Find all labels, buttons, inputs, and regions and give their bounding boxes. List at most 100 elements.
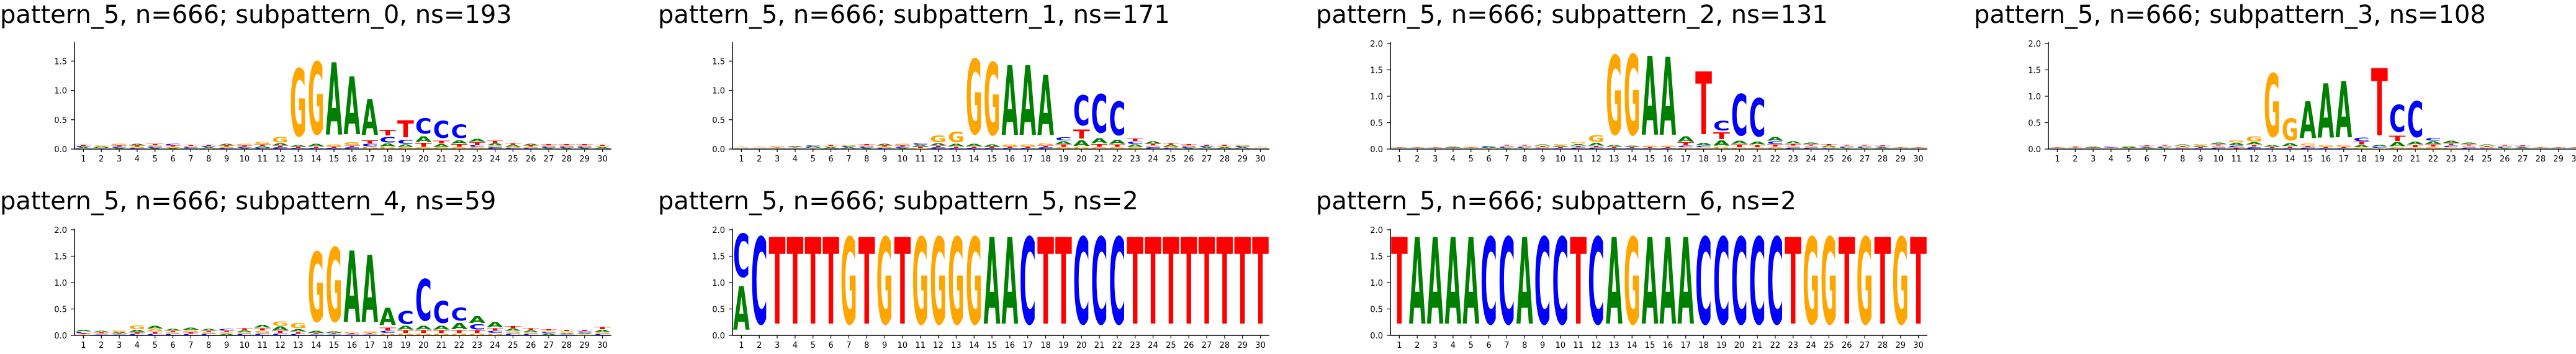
logo-letter-A: A: [308, 330, 325, 334]
x-tick-label: 13: [951, 155, 961, 164]
logo-letter-A: A: [1480, 147, 1497, 148]
x-tick-label: 24: [490, 341, 500, 350]
logo-letter-C: C: [2335, 148, 2352, 149]
logo-plot: 0.00.51.01.52.01 2 3 4 5 6 7 8 9 10 11 12 13 14 15 16 17…: [2028, 40, 2576, 164]
logo-letter-C: C: [164, 334, 181, 335]
logo-letter-A: A: [1677, 135, 1694, 143]
logo-letter-T: T: [1145, 214, 1161, 352]
logo-letter-A: A: [1875, 147, 1891, 148]
y-tick-label: 2.0: [712, 226, 725, 235]
logo-letter-T: T: [1055, 144, 1072, 148]
logo-letter-A: A: [1109, 139, 1126, 145]
logo-letter-A: A: [1462, 148, 1479, 149]
x-tick-label: 23: [1130, 155, 1140, 164]
x-tick-label: 26: [2500, 155, 2510, 164]
x-tick-label: 11: [1573, 155, 1583, 164]
logo-letter-T: T: [200, 145, 217, 147]
logo-letter-A: A: [541, 148, 557, 150]
logo-letter-C: C: [2103, 147, 2120, 148]
logo-plot: 0.00.51.01.51 2 3 4 5 6 7 8 9 10 11 12 13 14 15 16 17 18 1…: [712, 39, 1269, 164]
logo-letter-C: C: [129, 148, 146, 149]
logo-letter-A: A: [1803, 142, 1819, 144]
logo-letter-G: G: [451, 147, 468, 150]
logo-letter-A: A: [1785, 141, 1802, 145]
x-tick-label: 7: [846, 155, 851, 164]
logo-letter-C: C: [1534, 148, 1551, 149]
logo-letter-C: C: [576, 147, 593, 148]
logo-letter-T: T: [2210, 144, 2227, 146]
logo-letter-T: T: [966, 147, 983, 148]
logo-letter-A: A: [1462, 214, 1479, 352]
logo-letter-A: A: [415, 325, 433, 331]
logo-letter-C: C: [433, 296, 450, 330]
logo-letter-C: C: [1145, 147, 1161, 150]
logo-letter-T: T: [541, 329, 557, 330]
logo-letter-C: C: [1534, 214, 1551, 352]
x-tick-label: 29: [579, 341, 590, 350]
logo-letter-A: A: [1217, 147, 1233, 149]
x-tick-label: 24: [1148, 155, 1158, 164]
logo-letter-T: T: [505, 143, 521, 145]
logo-letter-A: A: [2120, 147, 2137, 148]
logo-letter-A: A: [254, 146, 271, 148]
logo-letter-A: A: [1839, 148, 1855, 149]
logo-letter-C: C: [2353, 137, 2370, 142]
logo-letter-T: T: [1073, 128, 1090, 142]
logo-letter-C: C: [1091, 214, 1108, 352]
logo-letter-A: A: [415, 135, 433, 144]
logo-letter-C: C: [894, 147, 911, 148]
x-tick-label: 20: [1734, 155, 1745, 164]
x-tick-label: 18: [1698, 155, 1709, 164]
x-tick-label: 16: [1005, 341, 1016, 350]
logo-letter-C: C: [129, 334, 146, 335]
logo-letter-A: A: [1624, 145, 1641, 147]
x-tick-label: 19: [400, 155, 411, 164]
logo-letter-G: G: [733, 147, 750, 148]
logo-letter-G: G: [272, 320, 289, 327]
logo-letter-G: G: [1391, 147, 1408, 148]
logo-letter-G: G: [1803, 214, 1819, 352]
logo-letter-A: A: [290, 329, 307, 332]
logo-letter-A: A: [111, 148, 128, 150]
x-tick-label: 3: [775, 341, 780, 350]
logo-letter-T: T: [236, 145, 253, 147]
logo-letter-C: C: [1875, 147, 1891, 148]
x-tick-label: 23: [472, 341, 482, 350]
x-tick-label: 4: [2109, 155, 2114, 164]
logo-letter-T: T: [1588, 145, 1605, 147]
logo-letter-C: C: [1821, 148, 1837, 149]
logo-panel-subpattern-5: pattern_5, n=666; subpattern_5, ns=2 0.0…: [658, 186, 1279, 354]
x-tick-label: 23: [1788, 341, 1798, 350]
logo-letter-A: A: [2228, 142, 2245, 146]
logo-letter-G: G: [1534, 147, 1551, 148]
logo-letter-T: T: [2425, 144, 2442, 148]
logo-letter-A: A: [1857, 148, 1873, 149]
logo-letter-C: C: [272, 147, 289, 150]
logo-letter-A: A: [236, 330, 253, 332]
logo-letter-C: C: [93, 334, 110, 335]
logo-letter-C: C: [1624, 148, 1641, 149]
logo-letter-C: C: [876, 148, 893, 149]
logo-letter-C: C: [290, 148, 307, 149]
x-tick-label: 22: [454, 155, 465, 164]
logo-letter-C: C: [146, 147, 163, 148]
logo-letter-A: A: [2479, 144, 2495, 146]
logo-letter-C: C: [182, 334, 199, 335]
x-tick-label: 7: [1504, 341, 1509, 350]
x-tick-label: 30: [597, 155, 608, 164]
logo-letter-T: T: [894, 145, 911, 147]
logo-panel-subpattern-0: pattern_5, n=666; subpattern_0, ns=193 0…: [0, 0, 621, 168]
x-tick-label: 19: [2374, 155, 2385, 164]
logo-letter-C: C: [559, 334, 575, 335]
logo-letter-A: A: [469, 314, 485, 325]
x-tick-label: 16: [1663, 155, 1673, 164]
logo-letter-T: T: [576, 329, 593, 331]
logo-letter-G: G: [182, 146, 199, 147]
x-tick-label: 14: [1627, 155, 1637, 164]
logo-letter-G: G: [290, 51, 307, 158]
logo-letter-T: T: [1055, 214, 1072, 352]
logo-letter-T: T: [1127, 214, 1143, 352]
x-tick-label: 6: [828, 341, 833, 350]
logo-letter-A: A: [344, 231, 361, 345]
logo-letter-C: C: [1749, 89, 1766, 149]
